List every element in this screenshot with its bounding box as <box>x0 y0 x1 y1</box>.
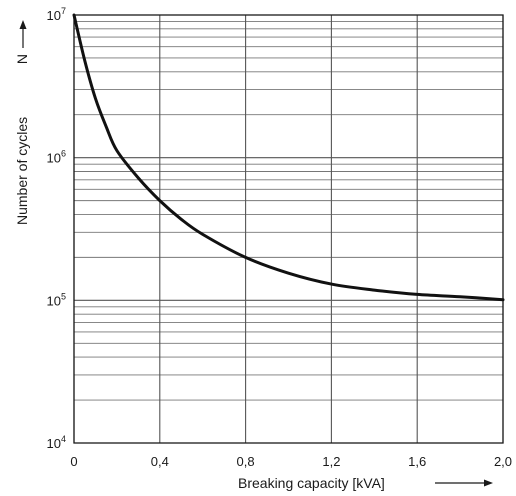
plot-frame <box>73 14 504 444</box>
x-tick-label: 2,0 <box>494 454 512 469</box>
y-tick-label: 106 <box>47 149 66 166</box>
y-tick-labels: 104 105 106 107 <box>47 6 66 451</box>
series-line <box>72 13 505 302</box>
y-axis-title: Number of cycles <box>14 117 30 225</box>
x-axis-arrow-icon <box>435 479 493 487</box>
grid-minor-lines <box>74 21 503 401</box>
x-tick-labels: 0 0,4 0,8 1,2 1,6 2,0 <box>70 454 512 469</box>
y-axis-title-group: Number of cycles <box>14 117 30 225</box>
y-tick-label: 107 <box>47 6 66 23</box>
y-tick-label: 104 <box>47 434 66 451</box>
grid-major-lines <box>73 15 504 444</box>
y-axis-symbol: N <box>14 54 30 64</box>
x-tick-label: 1,6 <box>408 454 426 469</box>
y-tick-label: 105 <box>47 291 66 308</box>
x-tick-label: 0,4 <box>151 454 169 469</box>
x-tick-label: 0,8 <box>237 454 255 469</box>
y-axis-arrow-icon <box>19 20 27 48</box>
x-tick-label: 0 <box>70 454 77 469</box>
x-tick-label: 1,2 <box>322 454 340 469</box>
y-axis-symbol-group: N <box>14 54 30 64</box>
x-axis-title: Breaking capacity [kVA] <box>238 475 385 491</box>
